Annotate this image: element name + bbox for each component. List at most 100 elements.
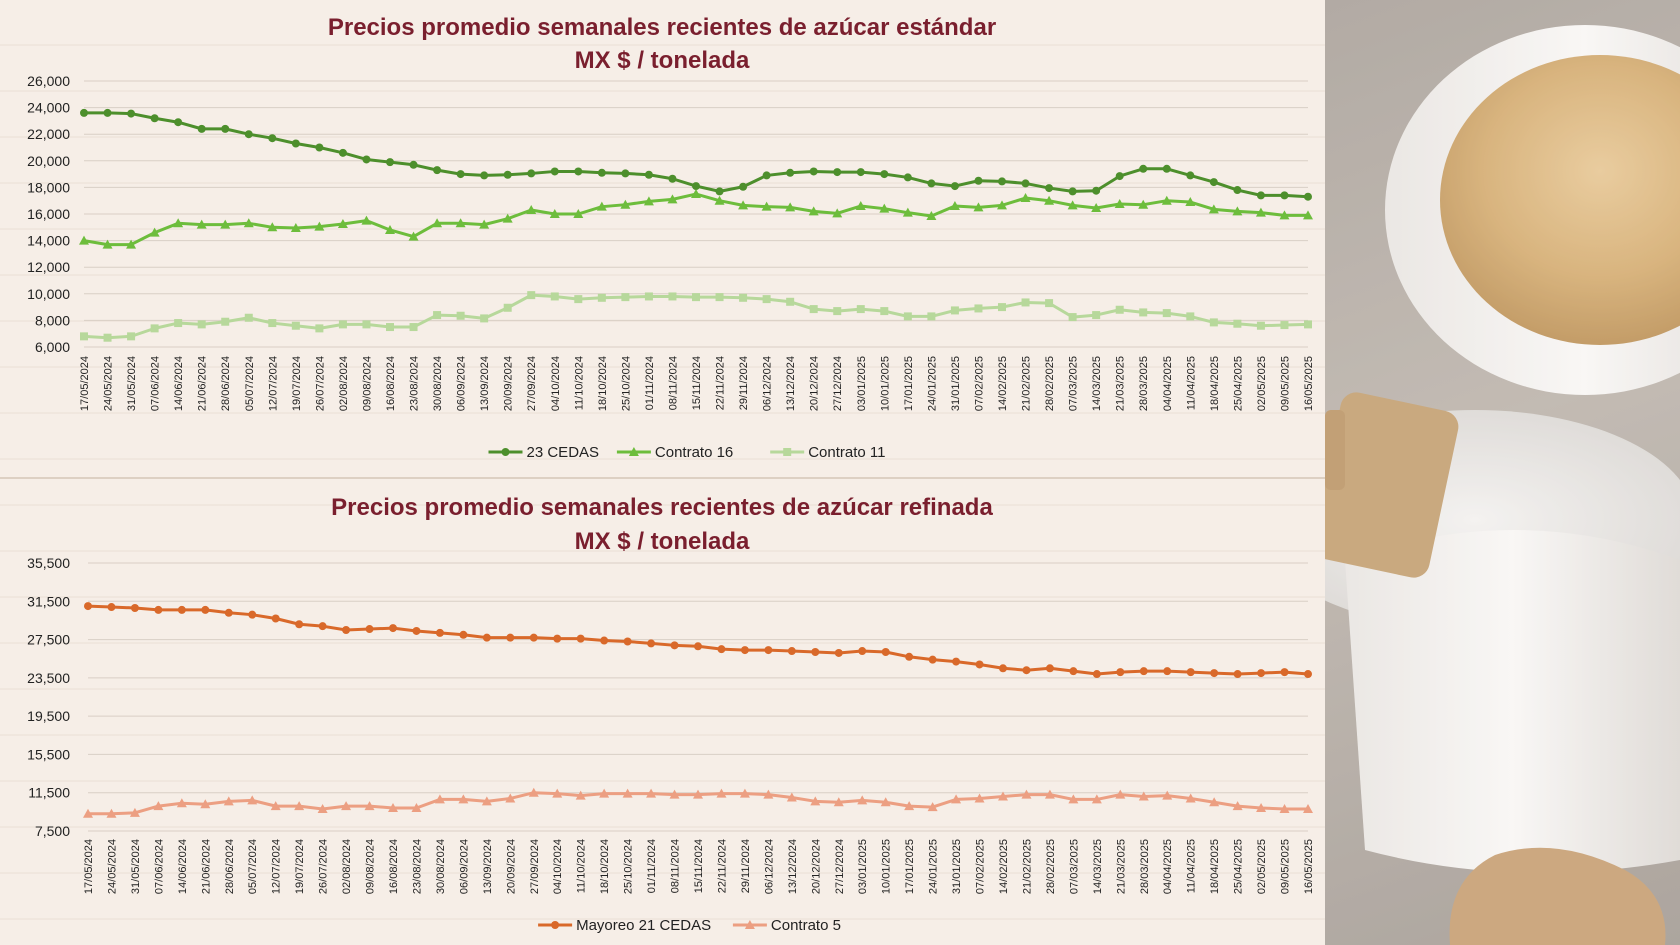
point-contrato-5-43 [1091, 794, 1102, 804]
x-tick-label: 07/03/2025 [1068, 839, 1080, 894]
x-tick-label: 14/03/2025 [1092, 839, 1104, 894]
point-23-cedas-19 [527, 169, 536, 178]
point-mayoreo-21-cedas-12 [365, 625, 374, 634]
gridlines [84, 80, 1308, 348]
x-tick-label: 31/05/2024 [126, 356, 138, 411]
point-contrato-16-48 [1208, 204, 1219, 214]
point-23-cedas-28 [739, 182, 748, 191]
x-tick-label: 14/03/2025 [1091, 356, 1103, 411]
point-contrato-5-36 [927, 802, 938, 812]
point-contrato-16-37 [949, 201, 960, 211]
y-tick-label: 19,500 [27, 708, 70, 724]
point-23-cedas-3 [150, 114, 159, 123]
point-contrato-5-0 [83, 808, 93, 818]
x-tick-label: 21/03/2025 [1115, 356, 1127, 411]
point-contrato-16-35 [902, 207, 913, 217]
point-contrato-16-21 [573, 209, 584, 218]
x-tick-label: 26/07/2024 [318, 839, 330, 894]
x-tick-label: 03/01/2025 [856, 356, 868, 411]
point-contrato-16-13 [385, 224, 395, 234]
series-line-contrato-16 [83, 192, 1308, 247]
point-23-cedas-17 [480, 171, 489, 180]
point-contrato-16-51 [1279, 210, 1290, 220]
x-tick-label: 05/07/2024 [247, 839, 259, 894]
point-23-cedas-23 [621, 169, 630, 178]
point-mayoreo-21-cedas-7 [248, 610, 257, 619]
point-contrato-16-18 [502, 213, 513, 223]
point-23-cedas-47 [1186, 171, 1195, 180]
sugar-bowl-illustration [1325, 0, 1680, 945]
point-contrato-5-37 [951, 794, 962, 804]
gridlines [88, 562, 1308, 832]
x-tick-label: 25/04/2025 [1232, 356, 1244, 411]
sugar-cube [1325, 392, 1459, 578]
point-23-cedas-40 [1021, 179, 1030, 188]
point-23-cedas-13 [386, 158, 394, 167]
point-contrato-11-35 [903, 312, 912, 321]
y-tick-label: 14,000 [27, 233, 70, 249]
x-tick-label: 23/08/2024 [411, 839, 423, 894]
point-contrato-11-5 [197, 320, 206, 329]
point-mayoreo-21-cedas-21 [576, 634, 585, 643]
point-mayoreo-21-cedas-37 [952, 657, 961, 666]
point-contrato-11-29 [762, 295, 771, 304]
sugar-cube-edge [1325, 410, 1345, 490]
x-tick-label: 08/11/2024 [670, 839, 682, 893]
point-23-cedas-32 [833, 168, 842, 177]
x-tick-label: 28/06/2024 [224, 839, 236, 894]
point-contrato-5-45 [1138, 791, 1149, 801]
legend-item-mayoreo-21-cedas: Mayoreo 21 CEDAS [538, 917, 711, 934]
chart-title: Precios promedio semanales recientes de … [331, 494, 993, 521]
x-tick-label: 29/11/2024 [740, 839, 752, 893]
x-tick-label: 15/11/2024 [691, 356, 703, 410]
x-tick-label: 03/01/2025 [857, 839, 869, 894]
point-contrato-11-50 [1256, 321, 1265, 330]
x-tick-label: 24/05/2024 [103, 356, 115, 411]
chart-subtitle: MX $ / tonelada [575, 47, 750, 74]
point-23-cedas-6 [221, 124, 230, 133]
chart-azucar-refinada: Precios promedio semanales recientes de … [27, 494, 1315, 934]
y-tick-label: 6,000 [35, 339, 70, 355]
point-mayoreo-21-cedas-30 [787, 647, 796, 656]
point-contrato-16-11 [337, 218, 348, 228]
point-contrato-11-41 [1045, 299, 1054, 308]
point-mayoreo-21-cedas-31 [811, 648, 820, 657]
point-contrato-16-8 [267, 222, 278, 232]
point-contrato-5-10 [317, 803, 328, 813]
point-contrato-5-46 [1162, 790, 1173, 800]
point-contrato-11-49 [1233, 319, 1242, 328]
x-tick-label: 18/04/2025 [1209, 356, 1221, 411]
point-contrato-5-6 [223, 796, 234, 806]
point-contrato-16-43 [1091, 203, 1102, 213]
point-23-cedas-22 [597, 168, 606, 177]
legend-item-contrato-11: Contrato 11 [770, 444, 885, 461]
charts-panel: Precios promedio semanales recientes de … [0, 0, 1325, 945]
x-tick-label: 20/12/2024 [810, 839, 822, 894]
x-tick-label: 28/02/2025 [1044, 356, 1056, 411]
x-tick-label: 21/03/2025 [1115, 839, 1127, 894]
point-23-cedas-36 [927, 179, 936, 188]
point-contrato-11-8 [268, 319, 277, 328]
point-mayoreo-21-cedas-10 [318, 622, 327, 631]
point-mayoreo-21-cedas-0 [84, 602, 92, 611]
x-tick-label: 12/07/2024 [271, 839, 283, 894]
point-contrato-11-9 [291, 321, 300, 330]
point-23-cedas-41 [1045, 184, 1054, 193]
x-tick-label: 25/04/2025 [1233, 839, 1245, 894]
x-tick-label: 02/08/2024 [338, 356, 350, 411]
point-23-cedas-48 [1209, 178, 1218, 187]
point-23-cedas-34 [880, 170, 889, 179]
point-contrato-11-16 [456, 311, 465, 320]
y-tick-label: 23,500 [27, 670, 70, 686]
point-mayoreo-21-cedas-52 [1304, 670, 1312, 679]
legend-label-contrato-11: Contrato 11 [808, 444, 885, 461]
point-mayoreo-21-cedas-17 [482, 633, 491, 642]
x-tick-label: 10/01/2025 [879, 356, 891, 411]
point-contrato-16-3 [149, 227, 160, 237]
point-contrato-16-30 [785, 202, 796, 212]
x-tick-label: 18/10/2024 [599, 839, 611, 894]
x-tick-label: 09/08/2024 [361, 356, 373, 411]
point-mayoreo-21-cedas-41 [1045, 664, 1054, 673]
point-mayoreo-21-cedas-42 [1069, 667, 1078, 676]
point-contrato-16-49 [1232, 206, 1243, 216]
